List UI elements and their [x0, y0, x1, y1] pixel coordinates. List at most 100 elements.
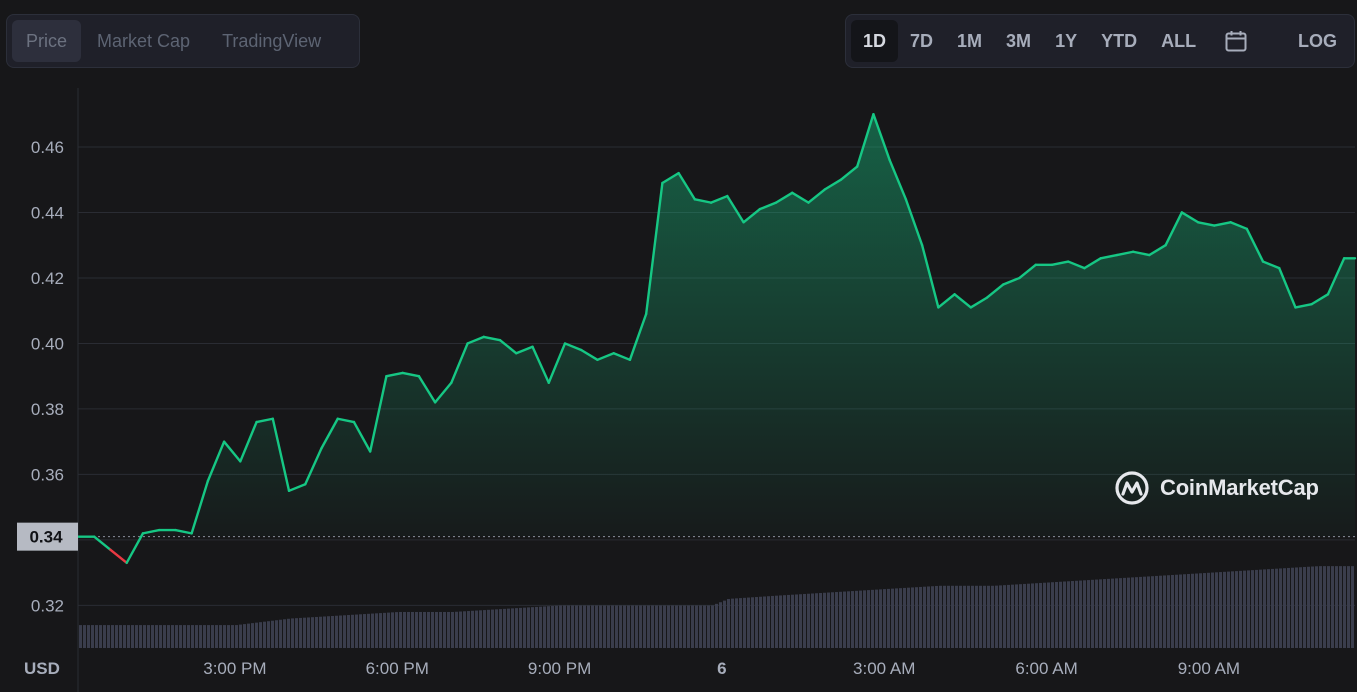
volume-bar	[707, 605, 710, 648]
price-line-up	[823, 178, 843, 191]
volume-bar	[275, 620, 278, 648]
range-3m[interactable]: 3M	[1006, 30, 1032, 51]
volume-bar	[599, 605, 602, 648]
price-line-up	[1278, 266, 1297, 309]
price-line-up	[450, 342, 469, 384]
range-1d[interactable]: 1D	[851, 20, 899, 62]
volume-bar	[1111, 578, 1114, 648]
price-point	[1002, 284, 1004, 286]
volume-bar	[1243, 570, 1246, 648]
volume-bar	[671, 605, 674, 648]
price-line-up	[1083, 257, 1102, 270]
volume-bar	[567, 605, 570, 648]
volume-bar	[399, 611, 402, 648]
price-line-up	[1164, 211, 1184, 247]
price-point	[1214, 225, 1216, 227]
price-line-up	[304, 447, 323, 486]
tab-price[interactable]: Price	[12, 20, 82, 62]
volume-bar	[223, 625, 226, 648]
tab-market-cap[interactable]: Market Cap	[97, 30, 191, 51]
x-tick-label: 9:00 PM	[528, 659, 591, 678]
volume-bar	[331, 615, 334, 648]
calendar-button[interactable]	[1208, 20, 1264, 62]
price-line-up	[368, 374, 388, 453]
volume-bar	[831, 592, 834, 648]
volume-bar	[855, 590, 858, 648]
volume-bar	[1011, 584, 1014, 648]
baseline-label-box	[17, 522, 78, 551]
price-point	[223, 441, 225, 443]
volume-bar	[875, 589, 878, 648]
price-line-up	[547, 342, 567, 384]
volume-bar	[783, 595, 786, 648]
price-line-up	[985, 283, 1005, 299]
price-line-up	[904, 198, 924, 247]
volume-bar	[711, 605, 714, 648]
volume-bar	[491, 609, 494, 648]
price-point	[645, 313, 647, 315]
volume-bar	[1103, 579, 1106, 648]
volume-bar	[959, 585, 962, 648]
volume-bar	[1139, 576, 1142, 648]
volume-bar	[551, 605, 554, 648]
volume-bar	[587, 605, 590, 648]
price-point	[418, 375, 420, 377]
volume-bar	[1115, 578, 1118, 648]
range-7d[interactable]: 7D	[910, 30, 934, 51]
volume-bar	[695, 605, 698, 648]
volume-bar	[1207, 572, 1210, 648]
volume-bar	[643, 605, 646, 648]
volume-bar	[571, 605, 574, 648]
volume-bar	[915, 587, 918, 648]
currency-label: USD	[24, 659, 60, 678]
price-line-up	[807, 188, 826, 204]
volume-bar	[1199, 573, 1202, 648]
volume-bar	[415, 611, 418, 648]
volume-bar	[527, 607, 530, 648]
price-point	[1230, 221, 1232, 223]
price-line-up	[1099, 253, 1119, 260]
volume-bar	[1267, 569, 1270, 648]
volume-bar	[1271, 568, 1274, 648]
volume-bar	[1079, 580, 1082, 648]
baseline-label: 0.34	[29, 528, 63, 547]
price-point	[921, 244, 923, 246]
volume-bar	[1203, 573, 1206, 648]
range-all[interactable]: ALL	[1161, 30, 1197, 51]
volume-bar	[843, 591, 846, 648]
volume-bar	[431, 611, 434, 648]
price-point	[1100, 257, 1102, 259]
price-point	[434, 402, 436, 404]
range-1y[interactable]: 1Y	[1055, 30, 1078, 51]
tab-tradingview[interactable]: TradingView	[222, 30, 322, 51]
price-point	[1149, 254, 1151, 256]
price-point	[288, 490, 290, 492]
price-point	[564, 343, 566, 345]
volume-bar	[787, 594, 790, 648]
volume-bar	[627, 605, 630, 648]
price-point	[304, 483, 306, 485]
volume-bar	[1335, 566, 1338, 648]
volume-bar	[419, 611, 422, 648]
price-point	[1165, 244, 1167, 246]
volume-bar	[1071, 581, 1074, 648]
volume-bar	[151, 625, 154, 648]
volume-bar	[1107, 578, 1110, 648]
range-1m[interactable]: 1M	[957, 30, 983, 51]
price-line-up	[1245, 227, 1265, 263]
volume-bar	[775, 595, 778, 648]
volume-bar	[871, 589, 874, 648]
price-point	[1278, 267, 1280, 269]
price-line-up	[1002, 276, 1021, 286]
log-scale-toggle[interactable]: LOG	[1298, 30, 1337, 51]
price-line-up	[1131, 250, 1151, 257]
price-point	[1181, 212, 1183, 214]
volume-bar	[1015, 584, 1018, 648]
volume-bar	[175, 625, 178, 648]
volume-bar	[1283, 568, 1286, 648]
volume-bar	[931, 586, 934, 648]
range-ytd[interactable]: YTD	[1101, 30, 1138, 51]
x-tick-label: 3:00 AM	[853, 659, 915, 678]
price-point	[337, 418, 339, 420]
price-point	[256, 421, 258, 423]
